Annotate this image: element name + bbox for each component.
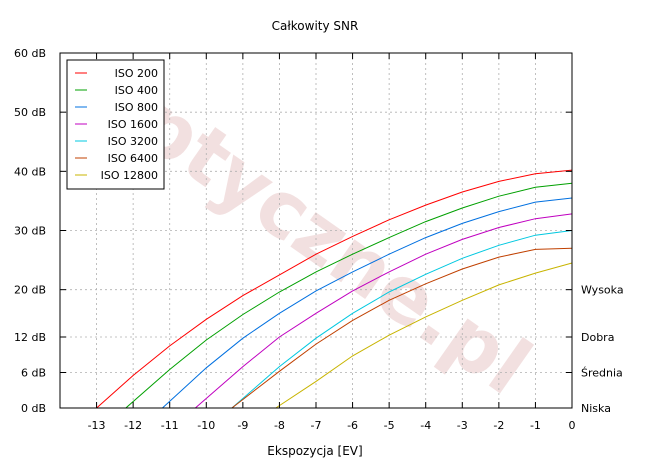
- chart-title: Całkowity SNR: [272, 19, 359, 33]
- x-tick-label: -11: [161, 419, 179, 432]
- x-tick-label: -1: [530, 419, 541, 432]
- series-line-iso-1600: [194, 213, 573, 409]
- x-tick-label: -2: [493, 419, 504, 432]
- y-tick-label: 50 dB: [14, 106, 46, 119]
- right-quality-label: Średnia: [581, 367, 623, 380]
- x-tick-label: -8: [274, 419, 285, 432]
- legend-label: ISO 1600: [108, 118, 158, 131]
- series-line-iso-6400: [231, 247, 573, 409]
- y-tick-label: 40 dB: [14, 165, 46, 178]
- x-tick-label: -4: [420, 419, 431, 432]
- right-quality-label: Dobra: [581, 331, 614, 344]
- x-tick-label: -12: [124, 419, 142, 432]
- legend-label: ISO 6400: [108, 152, 158, 165]
- series-line-iso-3200: [231, 230, 573, 409]
- series-line-iso-200: [96, 169, 573, 409]
- series-line-iso-12800: [275, 262, 573, 409]
- series-line-iso-400: [125, 182, 573, 409]
- x-tick-label: -6: [347, 419, 358, 432]
- right-quality-label: Niska: [581, 402, 611, 415]
- legend-label: ISO 12800: [101, 169, 158, 182]
- x-axis-label: Ekspozycja [EV]: [267, 444, 362, 458]
- y-tick-label: 6 dB: [21, 367, 46, 380]
- x-tick-label: -5: [384, 419, 395, 432]
- legend: ISO 200 ISO 400 ISO 800 ISO 1600 ISO 3200 ISO…: [66, 59, 165, 190]
- y-tick-label: 20 dB: [14, 284, 46, 297]
- legend-label: ISO 3200: [108, 135, 158, 148]
- axes: 0 dB 6 dB 12 dB 20 dB 30 dB 40 dB 50 dB 60 dB -1…: [14, 47, 624, 432]
- x-tick-label: -9: [237, 419, 248, 432]
- x-tick-label: 0: [569, 419, 576, 432]
- y-tick-label: 12 dB: [14, 331, 46, 344]
- x-tick-label: -13: [88, 419, 106, 432]
- y-tick-label: 60 dB: [14, 47, 46, 60]
- x-tick-label: -3: [457, 419, 468, 432]
- y-tick-label: 0 dB: [21, 402, 46, 415]
- series-line-iso-800: [162, 197, 573, 409]
- y-tick-label: 30 dB: [14, 225, 46, 238]
- x-tick-label: -10: [197, 419, 215, 432]
- legend-label: ISO 800: [115, 101, 158, 114]
- legend-label: ISO 400: [115, 84, 158, 97]
- series-layer: [96, 169, 573, 409]
- right-quality-label: Wysoka: [581, 284, 624, 297]
- x-tick-label: -7: [311, 419, 322, 432]
- legend-label: ISO 200: [115, 67, 158, 80]
